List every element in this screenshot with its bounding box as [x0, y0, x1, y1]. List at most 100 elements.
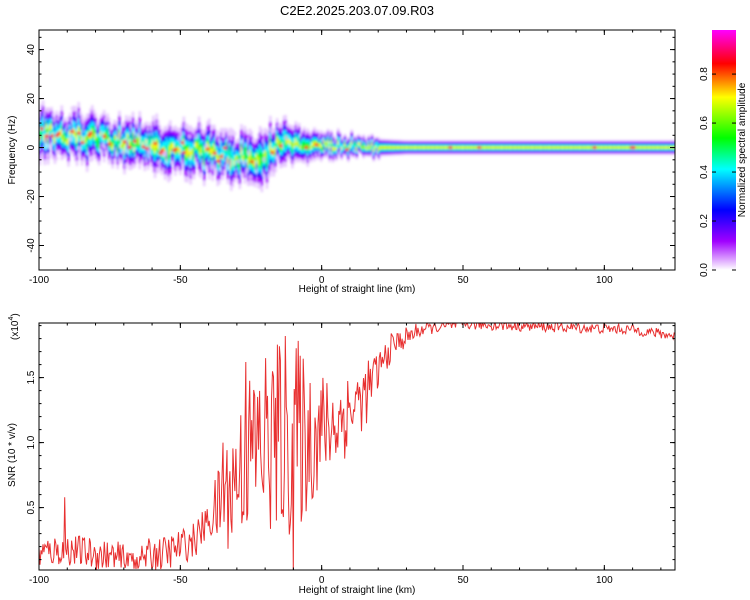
spectrogram-column [625, 146, 628, 149]
spectrogram-column [140, 135, 143, 153]
snr-y-ticks: 0.5 1.0 1.5 [26, 325, 675, 561]
spectrogram-column [567, 146, 571, 149]
spectrogram-column [284, 134, 287, 148]
spectrogram-column [165, 137, 169, 153]
spectrogram-column [370, 143, 374, 147]
spectrogram-column [532, 146, 535, 149]
spectrogram-column [286, 138, 289, 145]
spectrogram-column [547, 146, 550, 149]
spectrogram-x-label: Height of straight line (km) [299, 284, 416, 295]
spectrogram-column [452, 146, 455, 149]
spectrogram-column [645, 146, 649, 149]
spectrogram-column [328, 145, 331, 150]
spectrogram-column [321, 145, 325, 152]
spectrogram-column [357, 142, 360, 145]
spectrogram-column [245, 146, 248, 159]
spectrogram-y-ticks: -40 -20 0 20 40 [26, 36, 675, 271]
spectrogram-column [409, 146, 413, 149]
spectrogram-column [384, 146, 387, 149]
spectrogram-column [406, 146, 409, 149]
spectrogram-column [603, 146, 606, 149]
colorbar-tick-label: 0.0 [699, 263, 710, 277]
spectrogram-column [516, 146, 520, 149]
spectrogram-x-tick-label: 50 [457, 275, 469, 286]
spectrogram-column [269, 141, 272, 151]
spectrogram-column [348, 145, 352, 149]
spectrogram-column [197, 138, 201, 154]
spectrogram-column [509, 146, 513, 149]
spectrogram-column [177, 146, 180, 153]
spectrogram-column [359, 143, 362, 146]
spectrogram-column [481, 146, 484, 149]
spectrogram-column [60, 128, 63, 137]
spectrogram-column [111, 143, 114, 150]
spectrogram-column [97, 136, 101, 149]
spectrogram-column [562, 146, 565, 149]
spectrogram-column [136, 137, 140, 147]
spectrogram-column [667, 146, 671, 149]
spectrogram-column [114, 135, 118, 140]
spectrogram-column [606, 146, 610, 149]
spectrogram-column [613, 146, 616, 149]
spectrogram-column [543, 146, 547, 149]
spectrogram-column [92, 126, 96, 138]
spectrogram-column [43, 134, 46, 142]
spectrogram-heatmap [39, 100, 675, 193]
spectrogram-column [364, 145, 367, 149]
spectrogram-column [63, 131, 67, 143]
spectrogram-column [484, 146, 487, 149]
spectrogram-column [233, 160, 236, 166]
snr-y-multiplier: (x104) [8, 313, 21, 340]
spectrogram-column [179, 148, 182, 155]
spectrogram-column [264, 150, 267, 158]
spectrogram-column [282, 130, 286, 152]
spectrogram-column [45, 124, 48, 130]
spectrogram-column [428, 146, 431, 149]
spectrogram-column [445, 146, 448, 149]
colorbar-tick-label: 0.4 [699, 165, 710, 179]
spectrogram-column [572, 146, 576, 149]
spectrogram-column [545, 146, 549, 149]
spectrogram-column [574, 146, 577, 149]
spectrogram-column [411, 146, 415, 149]
spectrogram-column [460, 146, 464, 149]
spectrogram-column [99, 131, 102, 137]
spectrogram-column [67, 138, 70, 146]
spectrogram-column [462, 146, 465, 149]
spectrogram-column [643, 146, 647, 149]
spectrogram-column [542, 146, 545, 149]
spectrogram-column [253, 159, 257, 167]
spectrogram-y-tick-label: -20 [26, 189, 37, 204]
spectrogram-column [571, 146, 574, 149]
spectrogram-column [230, 158, 233, 167]
spectrogram-column [186, 149, 189, 158]
spectrogram-column [387, 146, 391, 149]
spectrogram-column [223, 145, 226, 162]
spectrogram-column [62, 136, 65, 142]
spectrogram-column [493, 146, 496, 149]
spectrogram-column [158, 137, 162, 156]
spectrogram-speckle [53, 155, 59, 161]
spectrogram-column [455, 146, 459, 149]
spectrogram-column [40, 124, 43, 139]
spectrogram-column [408, 146, 411, 149]
spectrogram-column [399, 146, 403, 149]
spectrogram-column [330, 140, 333, 145]
spectrogram-column [525, 146, 528, 149]
spectrogram-column [69, 130, 72, 136]
snr-y-tick-label: 1.0 [26, 435, 37, 449]
spectrogram-column [342, 144, 345, 152]
spectrogram-column [301, 141, 304, 151]
spectrogram-column [377, 147, 381, 151]
spectrogram-column [311, 142, 314, 147]
spectrogram-column [638, 146, 642, 149]
spectrogram-column [189, 150, 192, 160]
spectrogram-column [649, 146, 652, 149]
spectrogram-column [515, 146, 518, 149]
spectrogram-column [157, 142, 160, 151]
spectrogram-column [423, 146, 426, 149]
spectrogram-column [565, 146, 569, 149]
spectrogram-column [84, 136, 87, 143]
spectrogram-column [80, 136, 84, 144]
